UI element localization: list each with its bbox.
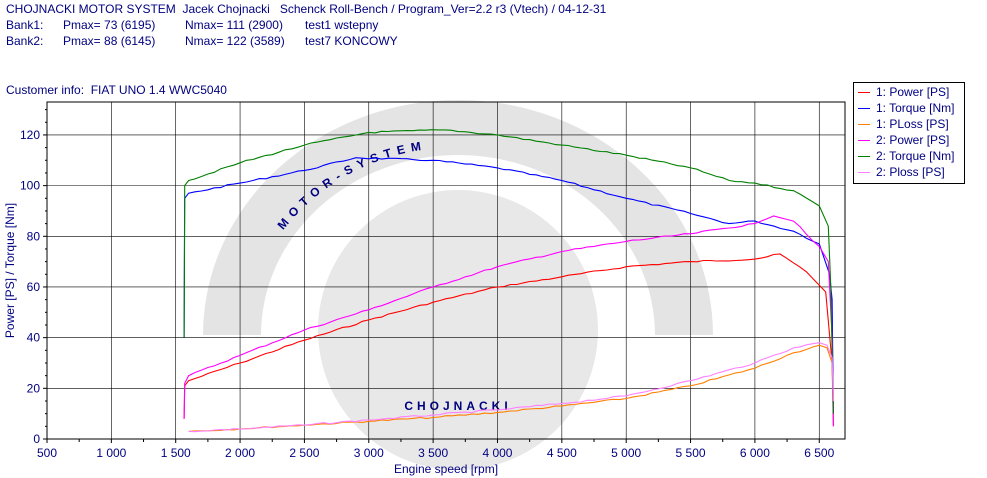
header-bank2: Bank2: Pmax= 88 (6145) Nmax= 122 (3589) tes… <box>6 34 398 49</box>
legend-label: 2: Torque [Nm] <box>876 149 955 163</box>
series-line <box>183 157 834 414</box>
y-axis-label: Power [PS] / Torque [Nm] <box>3 203 17 338</box>
legend-item: 2: Ploss [PS] <box>858 164 945 180</box>
series-line <box>188 342 834 433</box>
series-line <box>183 215 834 427</box>
watermark-text: CHOJNACKI <box>404 399 511 413</box>
y-tick-label: 100 <box>20 179 40 193</box>
legend-swatch <box>858 139 870 141</box>
x-tick-label: 4 500 <box>547 446 577 460</box>
bank2-pmax: Pmax= 88 (6145) <box>63 34 156 48</box>
legend-swatch <box>858 91 870 93</box>
bank1-pmax: Pmax= 73 (6195) <box>63 18 156 32</box>
x-tick-label: 6 500 <box>804 446 834 460</box>
x-tick-label: 5 000 <box>611 446 641 460</box>
bank1-test: test1 wstepny <box>305 18 379 32</box>
y-tick-label: 0 <box>33 432 40 446</box>
x-tick-label: 2 000 <box>225 446 255 460</box>
x-tick-label: 3 500 <box>418 446 448 460</box>
legend-item: 1: Torque [Nm] <box>858 100 954 116</box>
legend-swatch <box>858 107 870 109</box>
x-tick-label: 4 000 <box>482 446 512 460</box>
header-bank1: Bank1: Pmax= 73 (6195) Nmax= 111 (2900) tes… <box>6 18 378 33</box>
bank1-label: Bank1: <box>6 18 44 32</box>
x-tick-label: 3 000 <box>354 446 384 460</box>
bank2-nmax: Nmax= 122 (3589) <box>185 34 285 48</box>
legend-swatch <box>858 123 870 125</box>
x-tick-label: 6 000 <box>740 446 770 460</box>
legend-swatch <box>858 171 870 173</box>
legend-label: 2: Ploss [PS] <box>876 165 945 179</box>
legend-item: 2: Torque [Nm] <box>858 148 954 164</box>
y-tick-label: 20 <box>27 381 41 395</box>
watermark-logo: MOTOR-SYSTEM CHOJNACKI <box>203 100 713 470</box>
grid <box>46 102 845 439</box>
legend-item: 2: Power [PS] <box>858 132 949 148</box>
plot-frame <box>46 101 846 440</box>
series-layer <box>183 129 834 433</box>
legend-item: 1: PLoss [PS] <box>858 116 949 132</box>
watermark-disc <box>318 190 598 470</box>
x-tick-label: 1 500 <box>161 446 191 460</box>
legend-swatch <box>858 155 870 157</box>
legend-label: 2: Power [PS] <box>876 133 950 147</box>
series-line <box>188 344 834 432</box>
legend: 1: Power [PS] 1: Torque [Nm] 1: PLoss [PS]… <box>853 82 965 184</box>
customer-info: Customer info: FIAT UNO 1.4 WWC5040 <box>6 83 227 97</box>
x-tick-label: 2 500 <box>289 446 319 460</box>
bank1-nmax: Nmax= 111 (2900) <box>185 18 283 32</box>
legend-item: 1: Power [PS] <box>858 84 949 100</box>
x-axis-label: Engine speed [rpm] <box>394 462 498 476</box>
bank2-label: Bank2: <box>6 34 44 48</box>
legend-label: 1: Power [PS] <box>876 85 950 99</box>
legend-label: 1: Torque [Nm] <box>876 101 955 115</box>
watermark-arc <box>203 100 713 335</box>
legend-label: 1: PLoss [PS] <box>876 117 949 131</box>
x-tick-label: 5 500 <box>676 446 706 460</box>
y-tick-label: 60 <box>27 280 41 294</box>
x-tick-label: 1 000 <box>96 446 126 460</box>
header-title: CHOJNACKI MOTOR SYSTEM Jacek Chojnacki S… <box>6 2 607 16</box>
series-line <box>183 253 834 427</box>
x-tick-label: 500 <box>37 446 57 460</box>
series-line <box>183 129 834 414</box>
y-tick-label: 80 <box>27 229 41 243</box>
axis-ticks: 500 1 000 1 500 2 000 2 500 3 000 3 500 4 000 4 … <box>20 109 835 460</box>
y-tick-label: 120 <box>20 128 40 142</box>
bank2-test: test7 KONCOWY <box>305 34 398 48</box>
y-tick-label: 40 <box>27 331 41 345</box>
